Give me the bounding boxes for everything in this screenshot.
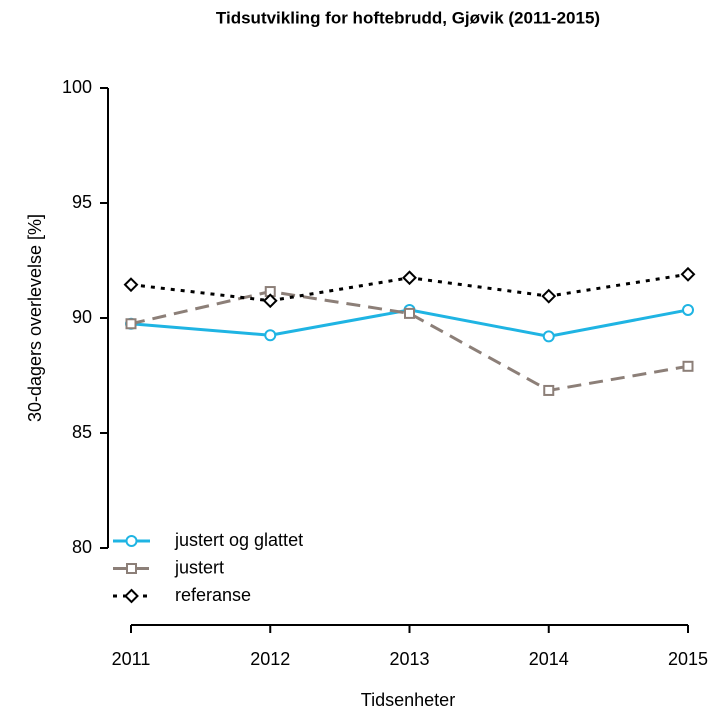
y-axis-label: 30-dagers overlevelse [%] <box>25 214 45 422</box>
point <box>264 329 277 342</box>
x-tick-label: 2015 <box>668 649 708 669</box>
legend-label: justert <box>174 557 224 577</box>
point <box>402 270 417 286</box>
point <box>680 266 696 282</box>
chart-title: Tidsutvikling for hoftebrudd, Gjøvik (20… <box>216 8 600 27</box>
point <box>404 307 415 319</box>
y-tick-label: 100 <box>62 77 92 97</box>
y-tick-label: 85 <box>72 422 92 442</box>
y-tick-label: 90 <box>72 307 92 327</box>
x-tick-label: 2014 <box>529 649 569 669</box>
x-tick-label: 2013 <box>389 649 429 669</box>
x-tick-label: 2012 <box>250 649 290 669</box>
point <box>124 588 139 604</box>
legend-label: referanse <box>175 585 251 605</box>
x-tick-label: 2011 <box>112 649 151 669</box>
point <box>541 288 557 304</box>
point <box>542 330 555 343</box>
point <box>682 303 694 316</box>
point <box>543 384 555 396</box>
x-axis-label: Tidsenheter <box>361 690 455 710</box>
point <box>682 360 694 372</box>
series-line <box>130 290 689 393</box>
point <box>126 563 137 574</box>
y-tick-label: 80 <box>72 537 92 557</box>
y-tick-label: 95 <box>72 192 92 212</box>
point <box>123 277 139 293</box>
legend-label: justert og glattet <box>174 530 303 550</box>
point <box>125 535 138 547</box>
point <box>125 318 137 330</box>
point <box>262 293 278 309</box>
